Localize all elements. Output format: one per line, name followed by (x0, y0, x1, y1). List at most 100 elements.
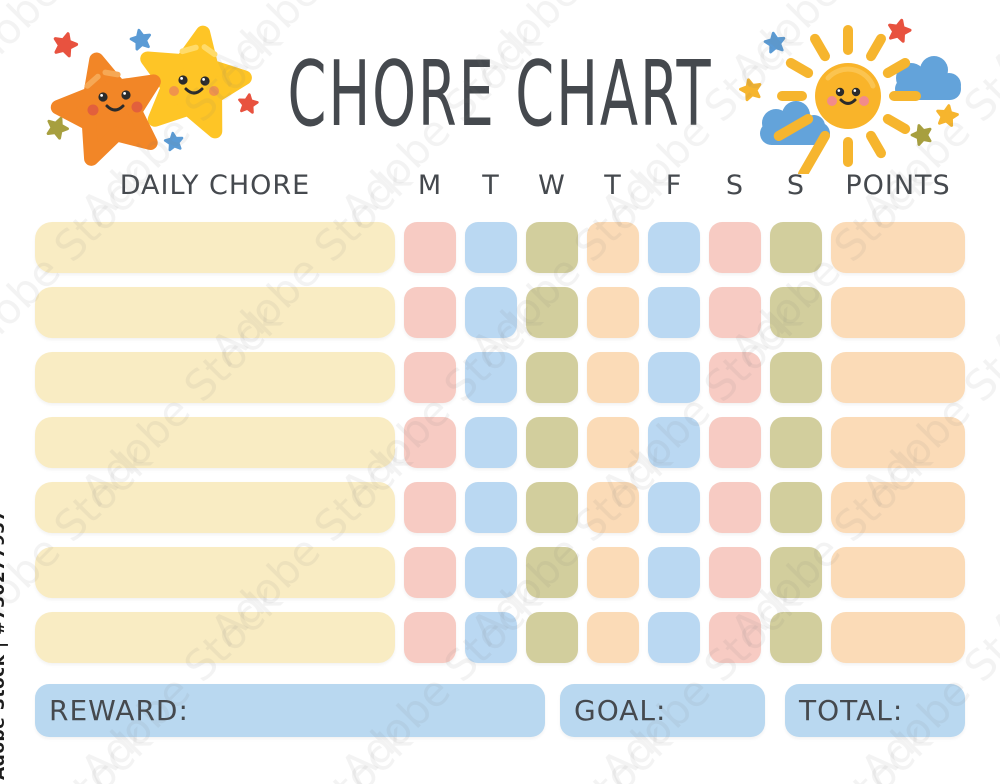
total-label: TOTAL: (799, 694, 904, 727)
chore-name-field[interactable] (35, 222, 395, 273)
day-cell[interactable] (709, 287, 761, 338)
chore-chart-table: DAILY CHORE M T W T F S S POINTS (35, 170, 965, 677)
day-cell[interactable] (587, 417, 639, 468)
points-field[interactable] (831, 287, 965, 338)
points-field[interactable] (831, 547, 965, 598)
daily-chore-header: DAILY CHORE (119, 170, 311, 201)
points-field[interactable] (831, 222, 965, 273)
day-cell[interactable] (770, 547, 822, 598)
sun-clouds-illustration (737, 16, 961, 174)
goal-field[interactable]: GOAL: (560, 684, 765, 737)
day-cell[interactable] (709, 352, 761, 403)
day-cell[interactable] (404, 222, 456, 273)
watermark-text: Adobe Stock (981, 154, 1000, 375)
day-cell[interactable] (465, 612, 517, 663)
day-cell[interactable] (770, 222, 822, 273)
day-cell[interactable] (404, 417, 456, 468)
orange-star-icon (49, 47, 169, 163)
day-cell[interactable] (648, 547, 700, 598)
sun-icon (773, 25, 921, 174)
day-cell[interactable] (770, 417, 822, 468)
day-cell[interactable] (526, 482, 578, 533)
day-header: S (786, 170, 806, 201)
star-face (169, 75, 219, 96)
day-cell[interactable] (404, 612, 456, 663)
day-cell[interactable] (404, 287, 456, 338)
points-field[interactable] (831, 352, 965, 403)
goal-label: GOAL: (574, 694, 667, 727)
day-cell[interactable] (404, 547, 456, 598)
mini-star-icon (885, 16, 914, 44)
chore-name-field[interactable] (35, 482, 395, 533)
day-cell[interactable] (709, 547, 761, 598)
chore-name-field[interactable] (35, 417, 395, 468)
mini-star-icon (762, 30, 788, 55)
table-header: DAILY CHORE M T W T F S S POINTS (35, 170, 965, 201)
stars-illustration (35, 20, 260, 170)
day-cell[interactable] (526, 222, 578, 273)
day-cell[interactable] (465, 222, 517, 273)
chore-name-field[interactable] (35, 352, 395, 403)
watermark-text: Adobe Stock (981, 714, 1000, 784)
day-cell[interactable] (770, 287, 822, 338)
day-cell[interactable] (526, 417, 578, 468)
day-header: F (665, 170, 683, 201)
chore-row (35, 482, 965, 533)
mini-star-icon (737, 75, 765, 103)
day-cell[interactable] (770, 352, 822, 403)
day-cell[interactable] (587, 352, 639, 403)
points-field[interactable] (831, 612, 965, 663)
chore-name-field[interactable] (35, 287, 395, 338)
day-cell[interactable] (526, 352, 578, 403)
footer: REWARD: GOAL: TOTAL: (35, 684, 965, 737)
day-header: M (417, 170, 443, 201)
day-cell[interactable] (404, 482, 456, 533)
day-cell[interactable] (648, 352, 700, 403)
day-cell[interactable] (648, 482, 700, 533)
day-header: S (725, 170, 745, 201)
day-cell[interactable] (709, 222, 761, 273)
watermark-text: Adobe Stock (981, 434, 1000, 655)
total-field[interactable]: TOTAL: (785, 684, 965, 737)
day-cell[interactable] (770, 612, 822, 663)
day-cell[interactable] (465, 287, 517, 338)
chore-name-field[interactable] (35, 547, 395, 598)
day-header: T (482, 170, 500, 201)
day-cell[interactable] (648, 222, 700, 273)
chore-name-field[interactable] (35, 612, 395, 663)
chore-row (35, 352, 965, 403)
mini-star-icon (128, 26, 154, 52)
day-cell[interactable] (465, 417, 517, 468)
day-cell[interactable] (648, 612, 700, 663)
day-cell[interactable] (587, 612, 639, 663)
mini-star-icon (908, 121, 935, 148)
day-cell[interactable] (709, 417, 761, 468)
chore-row (35, 547, 965, 598)
day-cell[interactable] (526, 547, 578, 598)
day-cell[interactable] (709, 612, 761, 663)
day-cell[interactable] (648, 287, 700, 338)
chore-row (35, 287, 965, 338)
day-cell[interactable] (587, 287, 639, 338)
chore-row (35, 222, 965, 273)
day-cell[interactable] (587, 482, 639, 533)
points-field[interactable] (831, 417, 965, 468)
day-cell[interactable] (648, 417, 700, 468)
points-field[interactable] (831, 482, 965, 533)
day-cell[interactable] (404, 352, 456, 403)
watermark-text: Adobe Stock (981, 0, 1000, 95)
day-cell[interactable] (465, 547, 517, 598)
points-header: POINTS (845, 170, 951, 201)
day-cell[interactable] (587, 547, 639, 598)
reward-field[interactable]: REWARD: (35, 684, 545, 737)
day-cell[interactable] (526, 287, 578, 338)
day-cell[interactable] (709, 482, 761, 533)
page-title: CHORE CHART (287, 42, 713, 147)
day-cell[interactable] (587, 222, 639, 273)
day-cell[interactable] (465, 352, 517, 403)
day-cell[interactable] (770, 482, 822, 533)
mini-star-icon (163, 130, 185, 152)
day-cell[interactable] (465, 482, 517, 533)
day-cell[interactable] (526, 612, 578, 663)
stock-credit: Adobe Stock | #730277957 (0, 509, 9, 780)
